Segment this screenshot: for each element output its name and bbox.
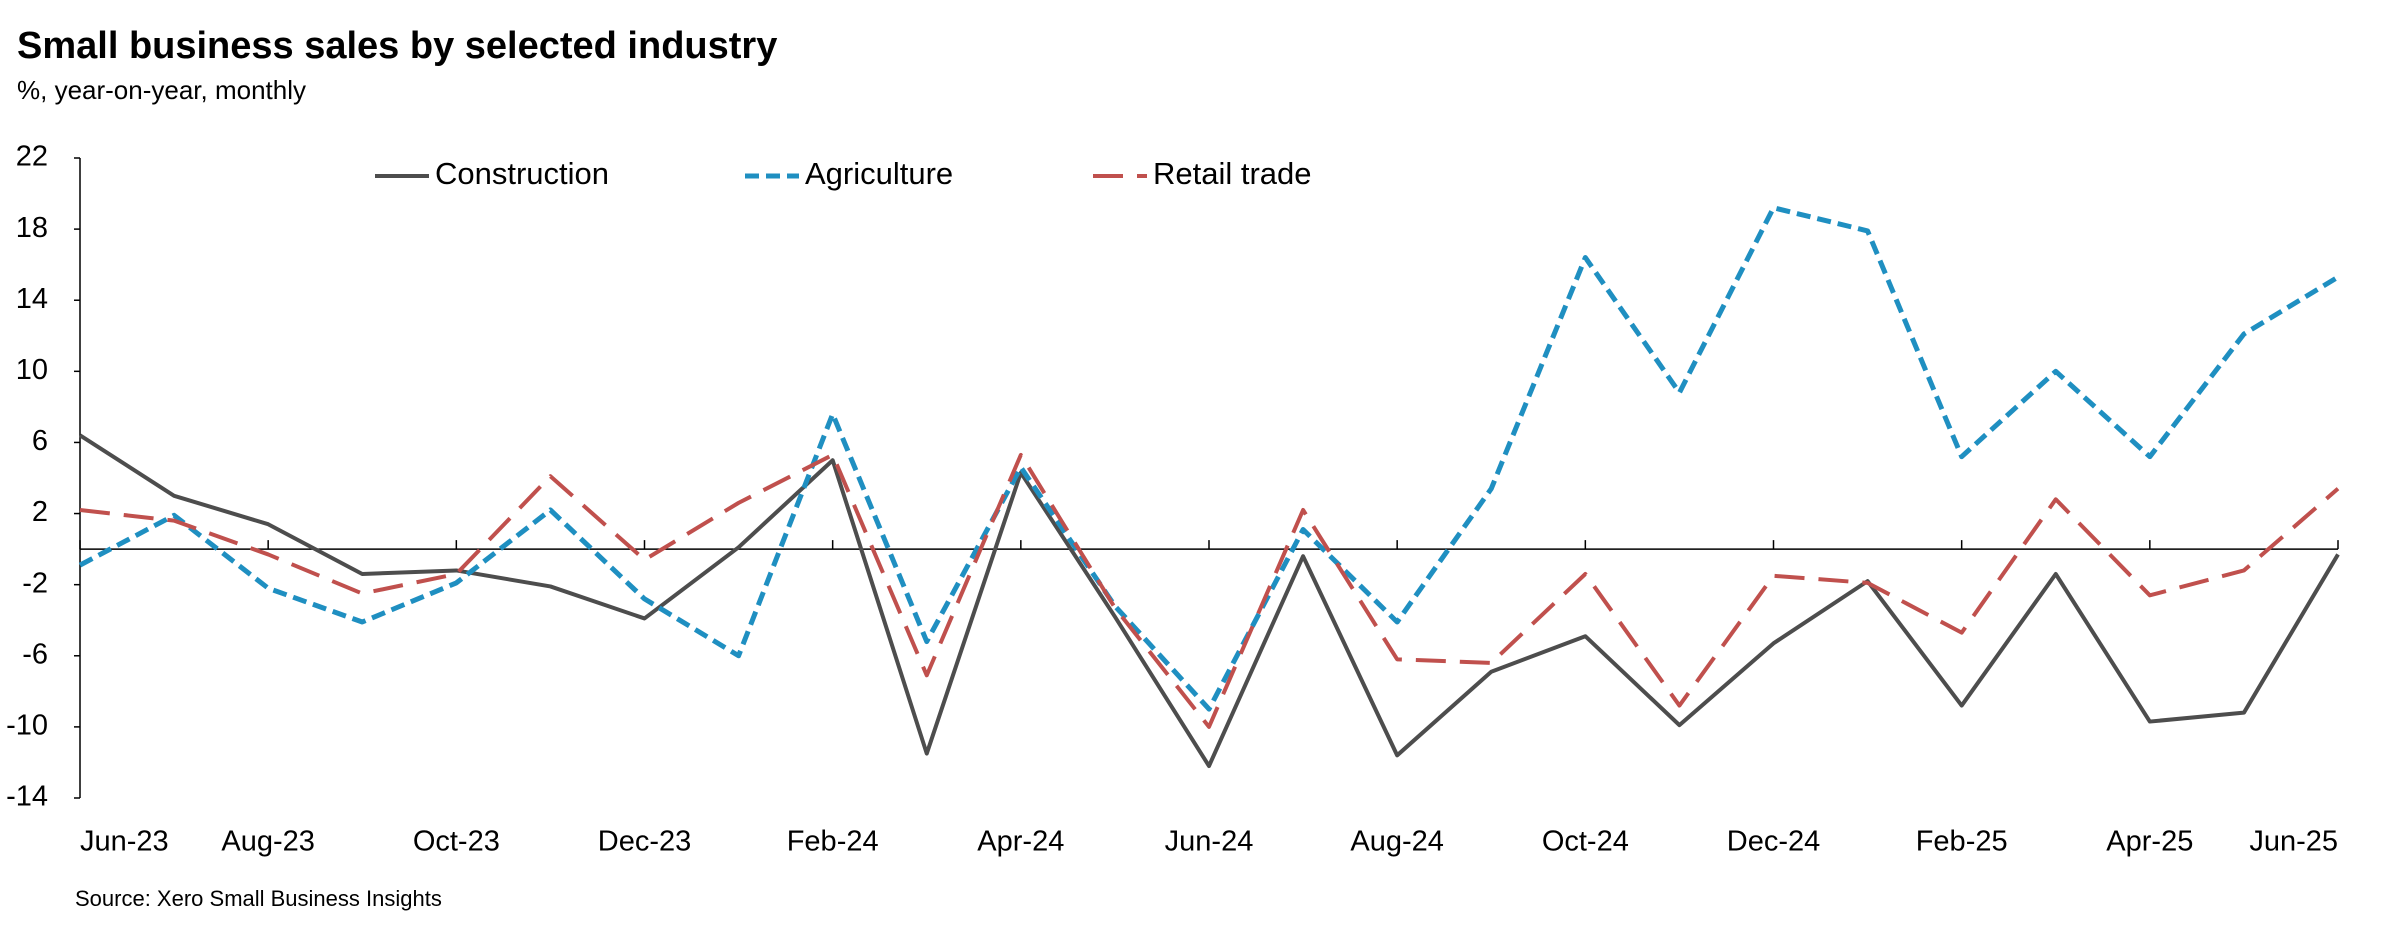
legend-label: Agriculture — [805, 156, 953, 191]
x-tick-label: Jun-23 — [80, 826, 169, 858]
series-line — [78, 433, 2340, 768]
chart-subtitle: %, year-on-year, monthly — [17, 75, 306, 105]
source-note: Source: Xero Small Business Insights — [75, 886, 442, 911]
x-tick-label: Apr-25 — [2106, 826, 2193, 858]
chart-title: Small business sales by selected industr… — [17, 25, 777, 67]
y-tick-label: -10 — [6, 710, 48, 742]
y-tick-label: 18 — [16, 212, 48, 244]
x-tick-label: Apr-24 — [977, 826, 1064, 858]
series-line — [78, 205, 2340, 712]
x-tick-label: Feb-25 — [1916, 826, 2008, 858]
legend-label: Construction — [435, 156, 609, 191]
x-tick-label: Dec-24 — [1727, 826, 1821, 858]
x-tick-label: Aug-24 — [1350, 826, 1444, 858]
y-tick-label: -14 — [6, 781, 48, 813]
y-tick-label: 6 — [32, 425, 48, 457]
y-tick-label: -6 — [22, 638, 48, 670]
x-tick-label: Jun-24 — [1165, 826, 1254, 858]
x-tick-label: Oct-24 — [1542, 826, 1629, 858]
y-tick-label: 14 — [16, 283, 48, 315]
y-tick-label: 22 — [16, 141, 48, 173]
x-tick-label: Aug-23 — [221, 826, 315, 858]
y-tick-label: 10 — [16, 354, 48, 386]
x-tick-label: Dec-23 — [598, 826, 692, 858]
legend-label: Retail trade — [1153, 156, 1312, 191]
x-tick-label: Jun-25 — [2249, 826, 2338, 858]
y-tick-label: 2 — [32, 496, 48, 528]
y-tick-label: -2 — [22, 567, 48, 599]
x-tick-label: Feb-24 — [787, 826, 879, 858]
x-tick-label: Oct-23 — [413, 826, 500, 858]
series-line — [79, 452, 2340, 729]
